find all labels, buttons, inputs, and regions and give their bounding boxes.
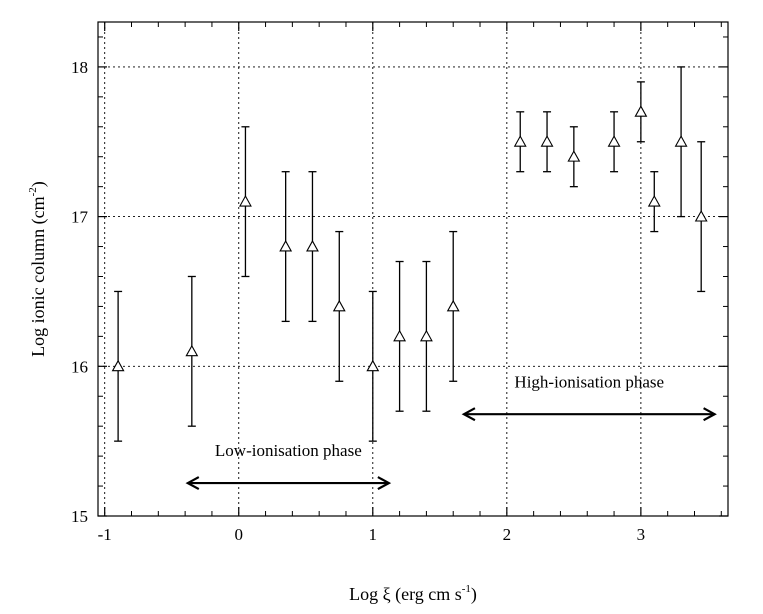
triangle-marker-17 (694, 209, 708, 222)
data-point-16 (674, 66, 688, 218)
data-point-8 (419, 260, 433, 412)
triangle-marker-10 (513, 135, 527, 147)
phase-annotation-1: High-ionisation phase (461, 372, 717, 422)
data-point-3 (279, 171, 293, 323)
data-points (111, 66, 708, 442)
triangle-marker-12 (567, 150, 581, 162)
triangle-marker-9 (446, 299, 460, 312)
data-point-9 (446, 230, 460, 382)
triangle-marker-7 (393, 329, 407, 342)
x-axis-title: Log ξ (erg cm s-1) (349, 583, 477, 605)
triangle-marker-15 (647, 195, 661, 207)
triangle-marker-1 (185, 344, 199, 357)
data-point-14 (634, 81, 648, 143)
data-point-11 (540, 111, 554, 173)
data-point-0 (111, 290, 125, 442)
triangle-marker-8 (419, 329, 433, 342)
plot-frame (97, 21, 729, 517)
triangle-marker-4 (306, 239, 319, 252)
y-axis-title: Log ionic column (cm-2) (27, 181, 49, 357)
data-point-7 (393, 260, 407, 412)
data-point-13 (607, 111, 621, 173)
grid-lines (98, 22, 728, 516)
data-point-17 (694, 141, 708, 293)
triangle-marker-3 (279, 239, 293, 252)
x-tick-label: 1 (369, 525, 378, 544)
phase-arrow-left-head-0 (185, 476, 200, 491)
phase-label-0: Low-ionisation phase (215, 441, 362, 460)
triangle-marker-16 (674, 135, 688, 147)
axis-ticks (98, 22, 728, 517)
x-tick-labels: -1 0 1 2 3 (98, 525, 646, 544)
x-tick-label: 0 (234, 525, 243, 544)
y-tick-labels: 15 16 17 18 (71, 58, 89, 526)
x-tick-label: 2 (503, 525, 512, 544)
data-point-10 (513, 111, 527, 173)
y-tick-label: 18 (71, 58, 88, 77)
data-point-2 (239, 126, 252, 278)
data-point-1 (185, 275, 199, 427)
triangle-marker-11 (540, 135, 554, 147)
triangle-marker-5 (332, 299, 346, 312)
phase-arrow-right-head-0 (377, 476, 392, 491)
y-tick-label: 17 (71, 208, 89, 227)
y-tick-label: 16 (71, 357, 88, 376)
phase-label-1: High-ionisation phase (514, 372, 664, 391)
data-point-12 (567, 126, 581, 188)
triangle-marker-6 (366, 359, 380, 372)
x-tick-label: 3 (637, 525, 646, 544)
y-tick-label: 15 (71, 507, 88, 526)
data-point-15 (647, 171, 661, 233)
triangle-marker-0 (111, 359, 125, 372)
triangle-marker-13 (607, 135, 621, 147)
data-point-5 (332, 230, 346, 382)
phase-arrow-right-head-1 (703, 407, 717, 422)
data-point-6 (366, 290, 380, 442)
data-point-4 (306, 171, 319, 323)
triangle-marker-2 (239, 195, 252, 207)
phase-arrow-left-head-1 (461, 407, 476, 422)
phase-annotation-0: Low-ionisation phase (185, 441, 392, 491)
triangle-marker-14 (634, 105, 648, 117)
phase-annotations: Low-ionisation phase High-ionisation phas… (185, 372, 717, 491)
x-tick-label: -1 (98, 525, 112, 544)
